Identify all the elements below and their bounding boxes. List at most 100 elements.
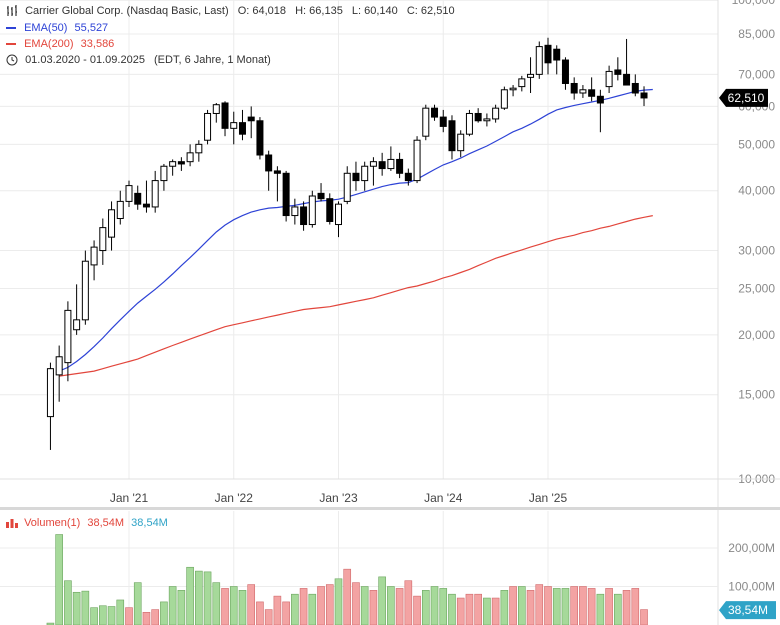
last-price-tag [719,88,768,107]
date-range-row: 01.03.2020 - 01.09.2025 (EDT, 6 Jahre, 1… [6,54,271,66]
low-label: L: [351,5,362,18]
candle-up [605,70,613,88]
time-tick-label: Jan '22 [215,491,254,505]
high-value: 66,135 [309,5,343,18]
volume-bar-down [125,607,133,625]
candle-up [186,152,194,163]
candle-down [221,102,229,129]
candle-down [256,120,264,156]
candle-up [195,143,203,154]
candle-down [378,161,386,170]
candle-up [99,227,107,252]
price-tick-label: 70,000 [738,67,775,81]
candle-up [500,89,508,109]
volume-bar-up [552,588,561,625]
candle-up [527,73,535,78]
volume-bar-up [107,606,116,625]
pane-separator[interactable] [0,507,780,510]
volume-bar-down [142,611,151,625]
candle-down [238,122,246,135]
candle-up [291,206,299,217]
candle-up [73,319,81,331]
time-tick-label: Jan '23 [319,491,358,505]
candle-up [457,133,465,152]
candle-up [204,112,212,141]
volume-bar-down [640,609,648,625]
candle-down [396,158,404,174]
candle-up [361,165,369,182]
candle-up [579,89,587,94]
date-range-note: (EDT, 6 Jahre, 1 Monat) [154,54,271,67]
volume-bar-down [622,590,631,625]
volume-bar-up [378,576,386,625]
volume-bar-up [46,622,55,625]
price-tick-label: 15,000 [738,388,775,402]
candle-up [422,107,430,137]
candle-up [46,368,54,418]
volume-bar-down [526,590,535,625]
candle-up [535,46,543,75]
volume-bar-up [72,591,81,625]
candle-down [596,95,604,104]
volume-bar-up [64,580,72,625]
time-tick-label: Jan '24 [424,491,463,505]
candle-down [588,89,596,97]
volume-bar-up [614,593,622,625]
volume-bar-down [491,597,500,625]
volume-bar-up [291,593,299,625]
ema200-label: EMA(200) [24,38,74,51]
volume-value-blue: 38,54M [131,517,168,530]
candle-up [64,309,72,364]
candle-up [151,180,159,208]
candle-down [640,92,648,99]
price-pane [0,0,718,479]
volume-bar-up [81,590,90,625]
candle-up [108,209,116,238]
low-value: 60,140 [364,5,398,18]
volume-bar-down [273,595,282,625]
last-price-label: 62,510 [728,91,765,105]
volume-bar-up [90,607,98,625]
candle-up [160,165,168,182]
price-tick-label: 25,000 [738,281,775,295]
volume-tick-label: 100,00M [728,580,775,594]
volume-bar-up [387,586,395,625]
candle-down [134,192,142,205]
ema50-swatch [6,27,16,30]
volume-legend: Volumen(1) 38,54M 38,54M [6,517,168,529]
candle-down [282,172,290,217]
candle-down [326,198,334,222]
volume-label: Volumen(1) [24,517,81,530]
legend-ema200[interactable]: EMA(200) 33,586 [6,38,114,50]
volume-bar-down [352,582,360,625]
price-tick-label: 20,000 [738,328,775,342]
volume-bar-up [160,601,168,625]
candle-up [125,185,133,202]
candle-up [212,104,220,114]
volume-bar-up [229,586,238,625]
candle-up [169,161,177,167]
candle-up [343,172,351,202]
ema200-line [59,215,653,377]
volume-bar-up [99,605,107,625]
candle-down [352,172,360,182]
volume-bar-down [631,588,640,625]
header-ohlc-row: Carrier Global Corp. (Nasdaq Basic, Last… [6,5,455,17]
candle-down [544,44,552,64]
high-label: H: [295,5,307,18]
legend-ema50[interactable]: EMA(50) 55,527 [6,22,108,34]
ema50-label: EMA(50) [24,22,68,35]
volume-bar-up [116,599,125,625]
volume-bar-up [596,593,605,625]
volume-bar-down [413,595,421,625]
volume-bars-icon [6,518,18,529]
ema50-value: 55,527 [74,22,109,35]
candle-up [492,107,500,120]
candle-down [404,172,412,182]
candle-up [483,118,491,122]
volume-bar-up [203,571,212,625]
candle-down [142,203,150,208]
volume-bar-down [343,568,352,625]
volume-bar-down [587,588,596,625]
candle-up [509,87,517,91]
